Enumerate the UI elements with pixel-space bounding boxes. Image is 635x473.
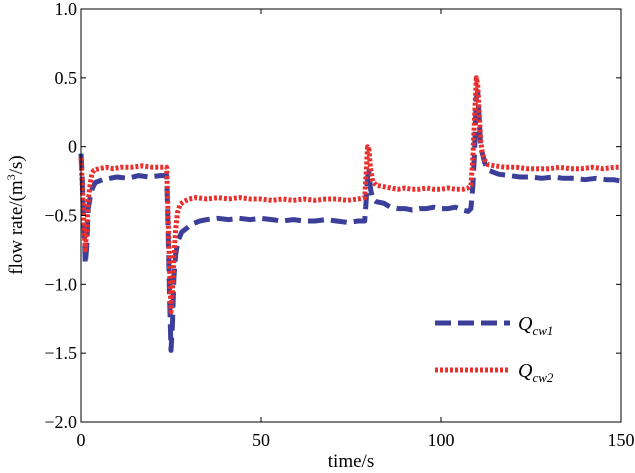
legend-label-2-sub: cw2 (532, 370, 553, 385)
y-tick-label: 1.0 (55, 0, 78, 19)
y-tick-label: −1.0 (44, 274, 77, 294)
series-layer (78, 75, 622, 353)
y-axis-label: flow rate/(m3/s) (4, 155, 27, 274)
legend-label-2: Qcw2 (518, 360, 554, 385)
y-tick-label: −0.5 (44, 206, 77, 226)
legend: Qcw1 Qcw2 (435, 313, 554, 385)
legend-label-1: Qcw1 (518, 313, 553, 338)
y-tick-label: 0 (68, 137, 77, 157)
x-tick-label: 0 (77, 430, 86, 450)
legend-label-1-base: Q (518, 313, 533, 335)
y-tick-label: −1.5 (44, 343, 77, 363)
x-axis-label: time/s (328, 451, 374, 472)
y-axis-label-end: /s) (6, 155, 27, 174)
y-axis-label-sup: 3 (4, 174, 18, 180)
series-line-cw2 (78, 75, 621, 315)
legend-label-1-sub: cw1 (532, 323, 553, 338)
legend-label-2-base: Q (518, 360, 533, 382)
plot-area (81, 9, 621, 422)
ticks-layer: 0 50 100 150 −2.0 −1.5 −1.0 −0.5 0 0.5 1.0 (44, 0, 634, 450)
x-tick-label: 150 (608, 430, 635, 450)
y-axis-label-main: flow rate/(m (6, 180, 27, 275)
x-tick-label: 100 (428, 430, 455, 450)
y-tick-label: −2.0 (44, 412, 77, 432)
x-tick-label: 50 (252, 430, 270, 450)
y-tick-label: 0.5 (55, 68, 78, 88)
